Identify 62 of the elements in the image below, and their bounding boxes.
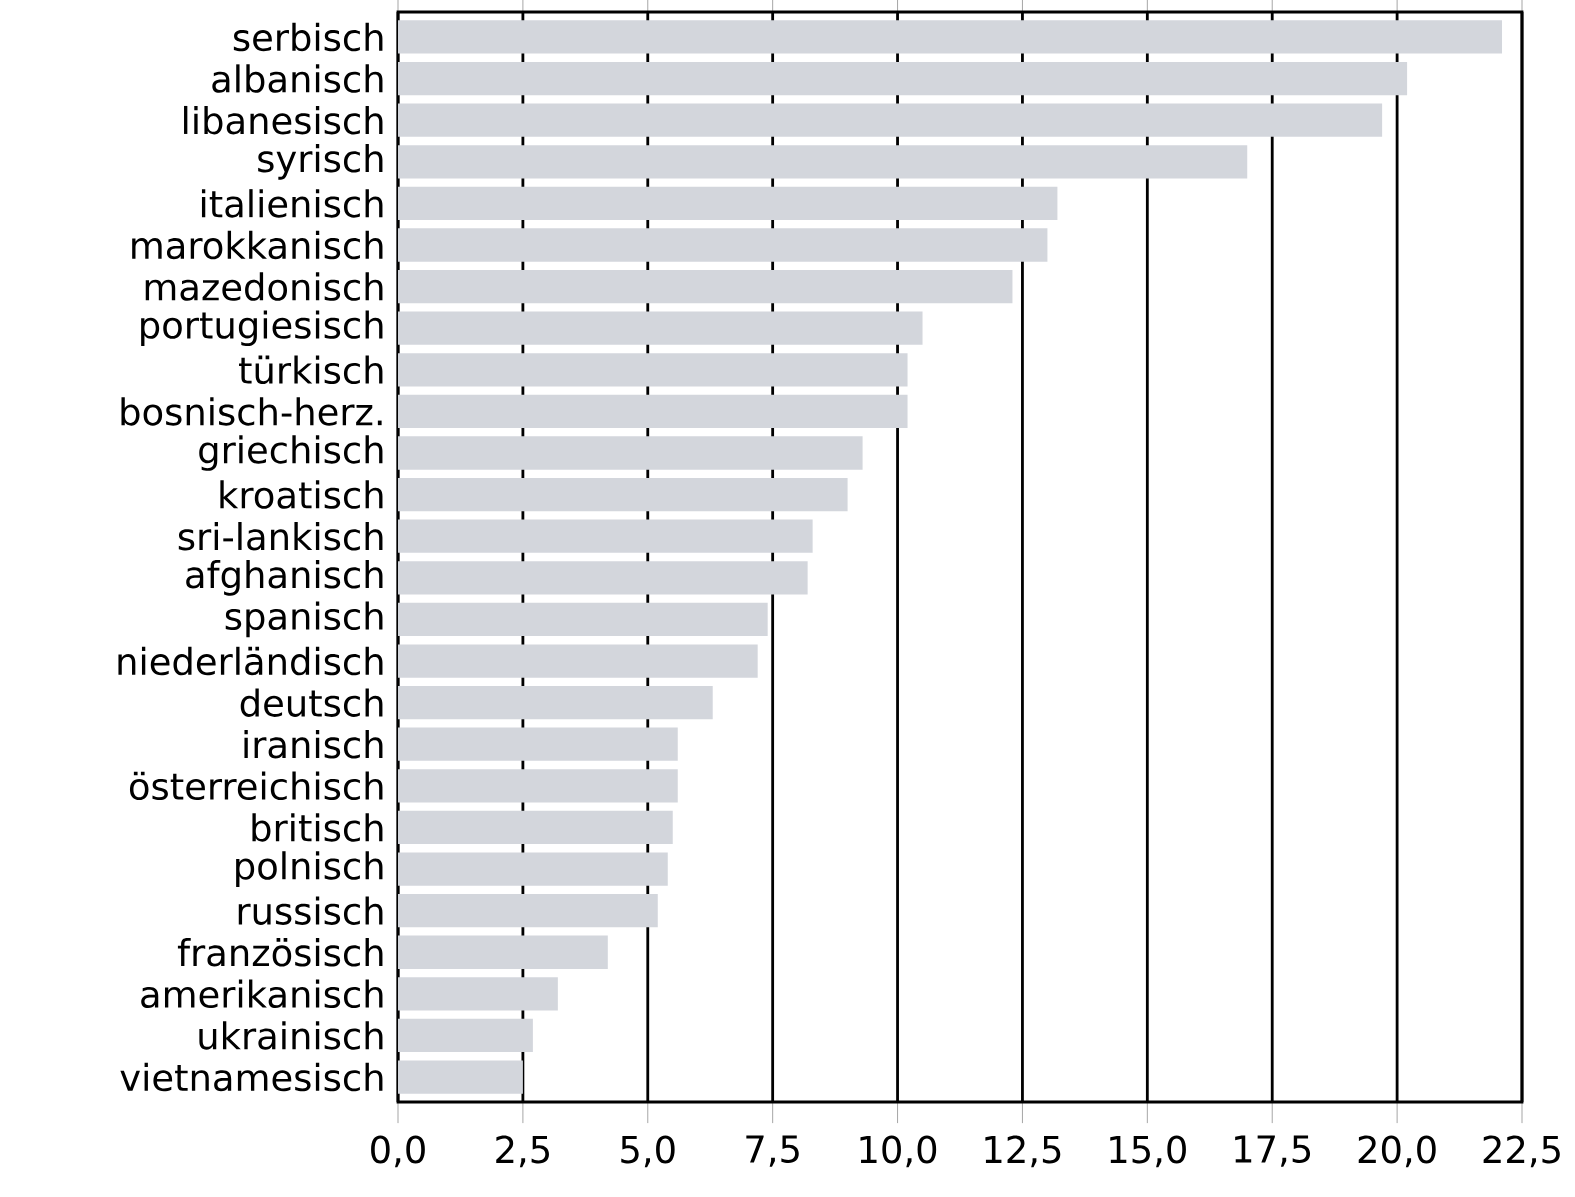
y-tick-label: griechisch [199,435,383,471]
bar [398,769,678,803]
y-tick-label: kroatisch [220,480,383,509]
y-tick-label: mazedonisch [145,272,383,301]
y-tick-label: afghanisch [186,560,383,596]
y-tick-label: ukrainisch [199,1021,383,1050]
x-tick-label: 17,5 [1235,1135,1311,1167]
bar [398,935,608,969]
bar [398,1060,523,1094]
bar [398,644,758,678]
y-tick-label: portugiesisch [141,310,383,347]
bar [398,519,813,553]
bar [398,977,558,1011]
bar [398,20,1503,54]
bar [398,311,923,345]
y-tick-label: italienisch [201,189,383,218]
x-tick-label: 2,5 [496,1135,549,1168]
bar [398,228,1048,262]
y-tick-label: vietnamesisch [120,1062,383,1092]
x-tick-label: 20,0 [1358,1135,1436,1168]
bar [398,103,1383,137]
x-tick-label: 7,5 [746,1135,799,1167]
bar [398,852,668,886]
bar [398,893,658,928]
x-tick-label: 12,5 [985,1135,1061,1168]
y-tick-label: österreichisch [129,771,383,801]
y-tick-label: deutsch [240,688,383,717]
y-tick-label: französisch [177,938,383,967]
bar [398,145,1248,179]
x-tick-label: 0,0 [371,1135,425,1168]
y-tick-label: iranisch [244,729,383,759]
y-tick-label: albanisch [212,64,383,93]
bar [398,353,908,387]
y-tick-label: britisch [252,813,383,842]
y-tick-label: marokkanisch [132,230,383,260]
bar [398,269,1013,304]
bar [398,61,1408,96]
y-tick-label: amerikanisch [141,979,383,1009]
bar [398,1018,533,1053]
y-tick-label: sri-lankisch [178,521,383,551]
bar [398,685,713,720]
y-tick-label: türkisch [239,355,383,385]
bar [398,810,673,845]
x-tick-label: 22,5 [1483,1135,1560,1168]
y-tick-label: russisch [238,896,383,925]
y-tick-label: polnisch [236,851,383,887]
bar [398,602,768,637]
y-tick-label: niederländisch [118,646,383,676]
bar [398,186,1058,221]
bar [398,727,678,761]
bar [398,561,808,595]
bar [398,436,863,470]
y-tick-label: syrisch [258,143,383,180]
x-tick-label: 10,0 [860,1135,937,1168]
x-tick-label: 15,0 [1110,1135,1186,1168]
x-tick-label: 5,0 [621,1135,675,1168]
bar [398,477,848,512]
y-tick-label: libanesisch [184,105,383,135]
bar [398,394,908,429]
y-tick-label: bosnisch-herz. [121,397,382,426]
y-tick-label: serbisch [233,22,383,52]
y-tick-label: spanisch [225,601,383,638]
